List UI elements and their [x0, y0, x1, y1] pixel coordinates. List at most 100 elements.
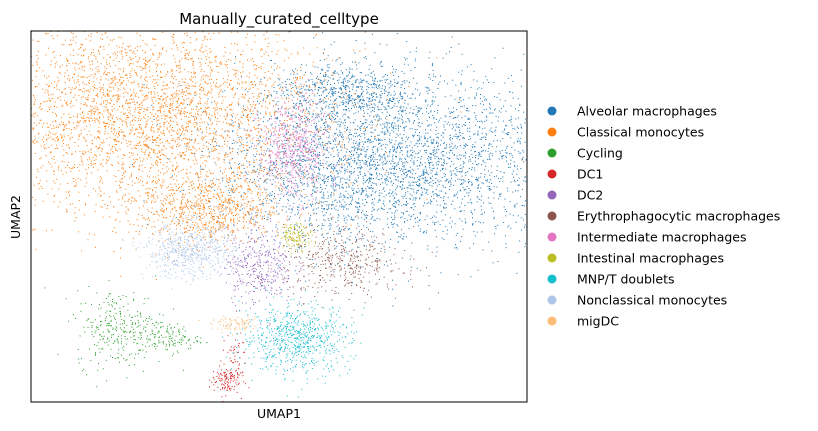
- cell-point: [453, 184, 455, 186]
- cell-point: [33, 122, 35, 124]
- cell-point: [387, 265, 389, 267]
- cell-point: [301, 64, 303, 66]
- cell-point: [292, 128, 294, 130]
- cell-point: [404, 168, 406, 170]
- cell-point: [431, 185, 433, 187]
- cell-point: [358, 86, 359, 88]
- cell-point: [349, 72, 350, 74]
- cell-point: [457, 135, 459, 137]
- cell-point: [480, 94, 481, 95]
- cell-point: [149, 70, 151, 72]
- cell-point: [178, 68, 180, 70]
- cell-point: [332, 78, 334, 80]
- cell-point: [32, 140, 34, 142]
- cell-point: [305, 100, 307, 102]
- cell-point: [435, 150, 437, 152]
- cell-point: [35, 141, 37, 143]
- cell-point: [430, 172, 432, 174]
- cell-point: [348, 110, 350, 112]
- cell-point: [450, 174, 452, 176]
- cell-point: [364, 215, 366, 217]
- cell-point: [516, 173, 518, 175]
- cell-point: [320, 126, 322, 128]
- cell-point: [292, 125, 294, 127]
- cell-point: [452, 112, 453, 114]
- cell-point: [416, 142, 418, 144]
- cell-point: [325, 212, 327, 213]
- cell-point: [337, 91, 339, 93]
- cell-point: [415, 51, 417, 52]
- cell-point: [475, 118, 477, 120]
- cell-point: [256, 214, 258, 216]
- cell-point: [440, 211, 442, 213]
- cell-point: [273, 175, 275, 177]
- cell-point: [397, 180, 399, 182]
- cell-point: [403, 164, 405, 166]
- cell-point: [430, 178, 432, 180]
- cell-point: [345, 204, 347, 205]
- cell-point: [192, 81, 194, 83]
- cell-point: [221, 135, 223, 137]
- cell-point: [406, 187, 408, 189]
- cell-point: [443, 147, 445, 149]
- cell-point: [369, 163, 371, 165]
- cell-point: [368, 97, 370, 99]
- cell-point: [413, 191, 415, 193]
- cell-point: [390, 99, 392, 101]
- cell-point: [262, 199, 264, 201]
- cell-point: [364, 156, 366, 157]
- cell-point: [378, 164, 380, 166]
- cell-point: [308, 176, 310, 178]
- cell-point: [295, 123, 297, 124]
- cell-point: [392, 226, 394, 228]
- cell-point: [131, 120, 133, 122]
- cell-point: [308, 79, 310, 81]
- cell-point: [88, 156, 90, 158]
- cell-point: [312, 116, 314, 118]
- cell-point: [417, 185, 418, 187]
- cell-point: [508, 167, 510, 168]
- cell-point: [320, 80, 322, 82]
- cell-point: [435, 255, 437, 257]
- cell-point: [345, 86, 347, 88]
- cell-point: [63, 129, 65, 131]
- cell-point: [442, 168, 444, 170]
- cell-point: [369, 84, 371, 86]
- cell-point: [89, 64, 91, 66]
- cell-point: [347, 197, 349, 198]
- cell-point: [503, 129, 505, 131]
- cell-point: [214, 189, 216, 191]
- cell-point: [224, 143, 225, 145]
- cell-point: [366, 179, 368, 181]
- cell-point: [160, 110, 162, 112]
- cell-point: [427, 132, 429, 134]
- cell-point: [459, 206, 461, 208]
- cell-point: [506, 187, 508, 189]
- cell-point: [254, 171, 256, 173]
- cell-point: [231, 31, 233, 33]
- cell-point: [388, 140, 390, 142]
- cell-point: [345, 85, 347, 87]
- cell-point: [417, 107, 419, 109]
- cell-point: [233, 142, 235, 144]
- cell-point: [480, 155, 482, 157]
- cell-point: [423, 173, 425, 175]
- cell-point: [331, 92, 333, 94]
- cell-point: [294, 166, 296, 168]
- cell-point: [504, 149, 506, 151]
- cell-point: [365, 160, 367, 162]
- cell-point: [175, 61, 177, 63]
- cell-point: [168, 130, 170, 132]
- cell-point: [283, 180, 285, 182]
- cell-point: [79, 134, 81, 136]
- cell-point: [351, 150, 353, 152]
- cell-point: [344, 127, 346, 129]
- cell-point: [485, 179, 487, 181]
- cell-point: [402, 162, 404, 164]
- cell-point: [297, 53, 299, 55]
- cell-point: [469, 131, 471, 132]
- cell-point: [429, 51, 431, 53]
- cell-point: [414, 88, 416, 90]
- cell-point: [353, 49, 355, 51]
- cell-point: [360, 167, 362, 169]
